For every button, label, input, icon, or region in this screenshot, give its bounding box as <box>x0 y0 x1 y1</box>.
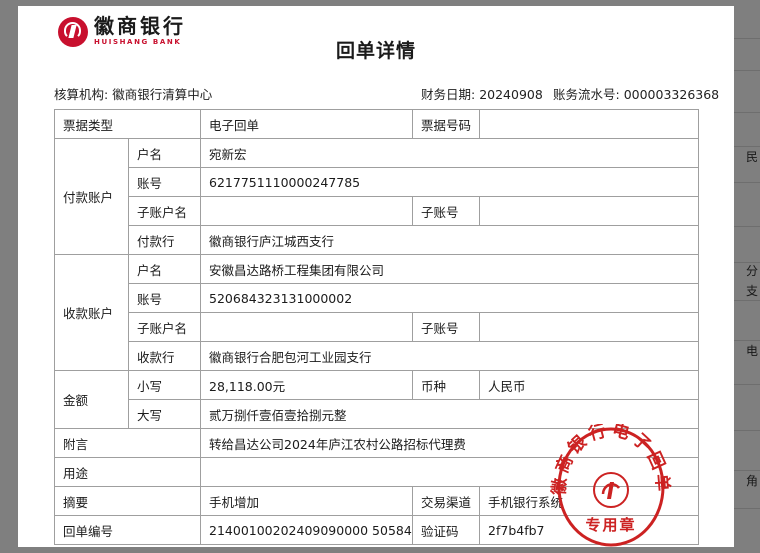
brand-name-en: HUISHANG BANK <box>94 38 182 46</box>
payee-account-no-label: 账号 <box>127 283 202 313</box>
receipt-no-value: 21400100202409090000 5058418 <box>200 515 414 545</box>
table-row: 附言 转给昌达公司2024年庐江农村公路招标代理费 <box>53 428 700 458</box>
accounting-org-value: 徽商银行清算中心 <box>112 87 213 102</box>
payer-account-no-value: 6217751110000247785 <box>200 167 700 197</box>
receipt-detail-dialog: 徽商银行 HUISHANG BANK 回单详情 核算机构: 徽商银行清算中心 财… <box>18 6 734 547</box>
page-title: 回单详情 <box>335 40 416 62</box>
bill-no-value <box>479 109 700 139</box>
payee-group-label: 收款账户 <box>54 254 129 371</box>
table-row: 摘要 手机增加 交易渠道 手机银行系统 <box>53 486 700 516</box>
verify-code-label: 验证码 <box>412 515 481 545</box>
payee-sub-account-name-label: 子账户名 <box>127 312 202 342</box>
payer-account-name-value: 宛新宏 <box>200 138 700 168</box>
finance-date-label: 财务日期: <box>421 87 476 102</box>
payer-sub-account-no-value <box>479 196 700 226</box>
receipt-meta-row: 核算机构: 徽商银行清算中心 财务日期: 20240908 账务流水号: 000… <box>54 84 719 103</box>
channel-label: 交易渠道 <box>412 486 481 516</box>
finance-date-value: 20240908 <box>479 87 543 102</box>
payer-account-no-label: 账号 <box>127 167 202 197</box>
amount-digits-value: 28,118.00元 <box>200 370 414 400</box>
channel-value: 手机银行系统 <box>479 486 700 516</box>
bill-no-label: 票据号码 <box>412 109 481 139</box>
brand-name-cn: 徽商银行 <box>94 14 186 38</box>
table-row: 用途 <box>53 457 700 487</box>
purpose-value <box>200 457 700 487</box>
amount-words-label: 大写 <box>127 399 202 429</box>
table-row: 付款行 徽商银行庐江城西支行 <box>55 225 700 255</box>
table-row: 金额 小写 28,118.00元 币种 人民币 <box>54 370 700 429</box>
table-row: 收款账户 户名 安徽昌达路桥工程集团有限公司 <box>54 254 700 371</box>
account-serial-value: 000003326368 <box>623 87 720 102</box>
payee-bank-value: 徽商银行合肥包河工业园支行 <box>200 341 700 371</box>
huishang-bank-logo-icon <box>58 17 88 47</box>
account-serial-label: 账务流水号: <box>553 87 620 102</box>
postscript-label: 附言 <box>53 428 202 458</box>
receipt-detail-table: 票据类型 电子回单 票据号码 付款账户 户名 宛新宏 账号 6217751110… <box>53 109 700 545</box>
receipt-no-label: 回单编号 <box>53 515 202 545</box>
payee-account-name-label: 户名 <box>127 254 202 284</box>
payer-bank-label: 付款行 <box>127 225 202 255</box>
postscript-value: 转给昌达公司2024年庐江农村公路招标代理费 <box>200 428 700 458</box>
table-row: 子账户名 子账号 <box>55 196 700 226</box>
payee-sub-account-name-value <box>200 312 414 342</box>
table-row: 回单编号 21400100202409090000 5058418 验证码 2f… <box>53 515 700 545</box>
summary-value: 手机增加 <box>200 486 414 516</box>
payee-sub-account-no-label: 子账号 <box>412 312 481 342</box>
currency-label: 币种 <box>412 370 481 400</box>
table-row: 收款行 徽商银行合肥包河工业园支行 <box>55 341 700 371</box>
payer-sub-account-name-value <box>200 196 414 226</box>
table-row: 票据类型 电子回单 票据号码 <box>53 109 700 139</box>
bill-type-label: 票据类型 <box>53 109 202 139</box>
payer-group-label: 付款账户 <box>54 138 129 255</box>
payer-account-name-label: 户名 <box>127 138 202 168</box>
amount-words-value: 贰万捌仟壹佰壹拾捌元整 <box>200 399 700 429</box>
verify-code-value: 2f7b4fb7 <box>479 515 700 545</box>
table-row: 账号 6217751110000247785 <box>55 167 700 197</box>
currency-value: 人民币 <box>479 370 700 400</box>
table-row: 付款账户 户名 宛新宏 <box>54 138 700 255</box>
purpose-label: 用途 <box>53 457 202 487</box>
accounting-org: 核算机构: 徽商银行清算中心 <box>54 84 212 103</box>
amount-digits-label: 小写 <box>127 370 202 400</box>
payer-sub-account-no-label: 子账号 <box>412 196 481 226</box>
payer-bank-value: 徽商银行庐江城西支行 <box>200 225 700 255</box>
payee-account-name-value: 安徽昌达路桥工程集团有限公司 <box>200 254 700 284</box>
payee-bank-label: 收款行 <box>127 341 202 371</box>
table-row: 大写 贰万捌仟壹佰壹拾捌元整 <box>55 399 700 429</box>
finance-date: 财务日期: 20240908 <box>421 84 543 103</box>
amount-group-label: 金额 <box>54 370 129 429</box>
summary-label: 摘要 <box>53 486 202 516</box>
table-row: 子账户名 子账号 <box>55 312 700 342</box>
accounting-org-label: 核算机构: <box>54 87 109 102</box>
table-row: 账号 520684323131000002 <box>55 283 700 313</box>
bill-type-value: 电子回单 <box>200 109 414 139</box>
payer-sub-account-name-label: 子账户名 <box>127 196 202 226</box>
bank-brand-header: 徽商银行 HUISHANG BANK <box>58 16 186 47</box>
brand-text: 徽商银行 HUISHANG BANK <box>94 16 186 47</box>
payee-account-no-value: 520684323131000002 <box>200 283 700 313</box>
account-serial: 账务流水号: 000003326368 <box>553 84 719 103</box>
payee-sub-account-no-value <box>479 312 700 342</box>
